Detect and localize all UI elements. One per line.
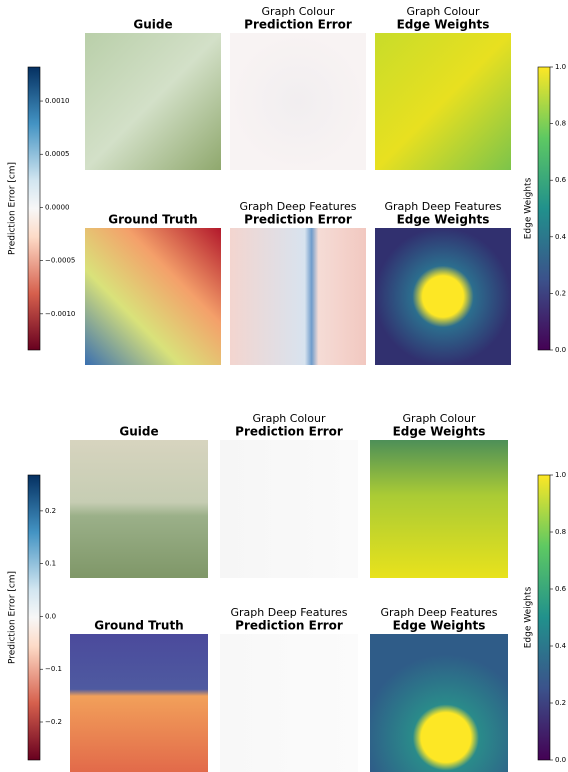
tile-title: Guide — [119, 425, 158, 439]
figure: 0.0010 0.0005 0.0000 −0.0005 −0.0010 Predicti… — [0, 0, 568, 772]
colorbar-label: Prediction Error [cm] — [8, 162, 18, 255]
tile-title: Ground Truth — [108, 213, 197, 227]
tile-title: Ground Truth — [94, 619, 183, 633]
tile-subtitle: Graph Deep Features — [380, 606, 497, 619]
tile-subtitle: Graph Colour — [253, 412, 326, 425]
tile-title: Prediction Error — [244, 18, 352, 32]
image-tile — [220, 634, 358, 772]
image-tile — [220, 440, 358, 578]
colorbar-tick-label: 0.0010 — [45, 97, 70, 105]
colorbar-tick-label: 0.0 — [45, 612, 56, 620]
colorbar-tick-label: 0.8 — [555, 120, 566, 128]
image-tile — [85, 228, 221, 365]
image-tile — [230, 228, 366, 365]
colorbar-tick-label: 0.6 — [555, 176, 567, 184]
tile-title: Edge Weights — [397, 213, 490, 227]
colorbar — [538, 67, 550, 350]
colorbar-tick-label: 0.2 — [555, 699, 566, 707]
image-tile — [375, 33, 511, 170]
colorbar-tick-label: 0.4 — [555, 233, 567, 241]
colorbar-tick-label: 0.2 — [45, 507, 56, 515]
image-tile — [70, 634, 208, 772]
tile-title: Edge Weights — [393, 619, 486, 633]
colorbar-tick-label: 0.8 — [555, 528, 566, 536]
tile-title: Prediction Error — [235, 425, 343, 439]
colorbar-tick-label: 0.0000 — [45, 203, 70, 211]
tile-title: Guide — [133, 18, 172, 32]
tile-subtitle: Graph Colour — [403, 412, 476, 425]
image-tile — [375, 228, 511, 365]
colorbar-tick-label: 0.0005 — [45, 150, 70, 158]
tile-subtitle: Graph Deep Features — [239, 200, 356, 213]
tile-subtitle: Graph Deep Features — [230, 606, 347, 619]
colorbar-tick-label: −0.0010 — [45, 310, 75, 318]
tile-title: Edge Weights — [393, 425, 486, 439]
colorbar-tick-label: −0.0005 — [45, 257, 75, 265]
colorbar-tick-label: 0.0 — [555, 346, 566, 354]
colorbar — [538, 475, 550, 760]
colorbar-tick-label: −0.2 — [45, 718, 62, 726]
image-tile — [370, 440, 508, 578]
colorbar-tick-label: −0.1 — [45, 665, 62, 673]
tile-title: Prediction Error — [244, 213, 352, 227]
tile-subtitle: Graph Deep Features — [384, 200, 501, 213]
colorbar-label: Edge Weights — [524, 177, 534, 239]
image-tile — [370, 634, 508, 772]
tile-subtitle: Graph Colour — [407, 5, 480, 18]
colorbar-label: Prediction Error [cm] — [8, 571, 18, 664]
colorbar-label: Edge Weights — [524, 586, 534, 648]
colorbar-tick-label: 1.0 — [555, 63, 566, 71]
image-tile — [230, 33, 366, 170]
colorbar-tick-label: 0.4 — [555, 642, 567, 650]
colorbar-tick-label: 0.2 — [555, 289, 566, 297]
colorbar-tick-label: 1.0 — [555, 471, 566, 479]
image-tile — [70, 440, 208, 578]
colorbar-tick-label: 0.6 — [555, 585, 567, 593]
tile-title: Edge Weights — [397, 18, 490, 32]
tile-subtitle: Graph Colour — [262, 5, 335, 18]
colorbar — [28, 475, 40, 760]
colorbar-tick-label: 0.0 — [555, 756, 566, 764]
colorbar — [28, 67, 40, 350]
image-tile — [85, 33, 221, 170]
colorbar-tick-label: 0.1 — [45, 560, 56, 568]
tile-title: Prediction Error — [235, 619, 343, 633]
